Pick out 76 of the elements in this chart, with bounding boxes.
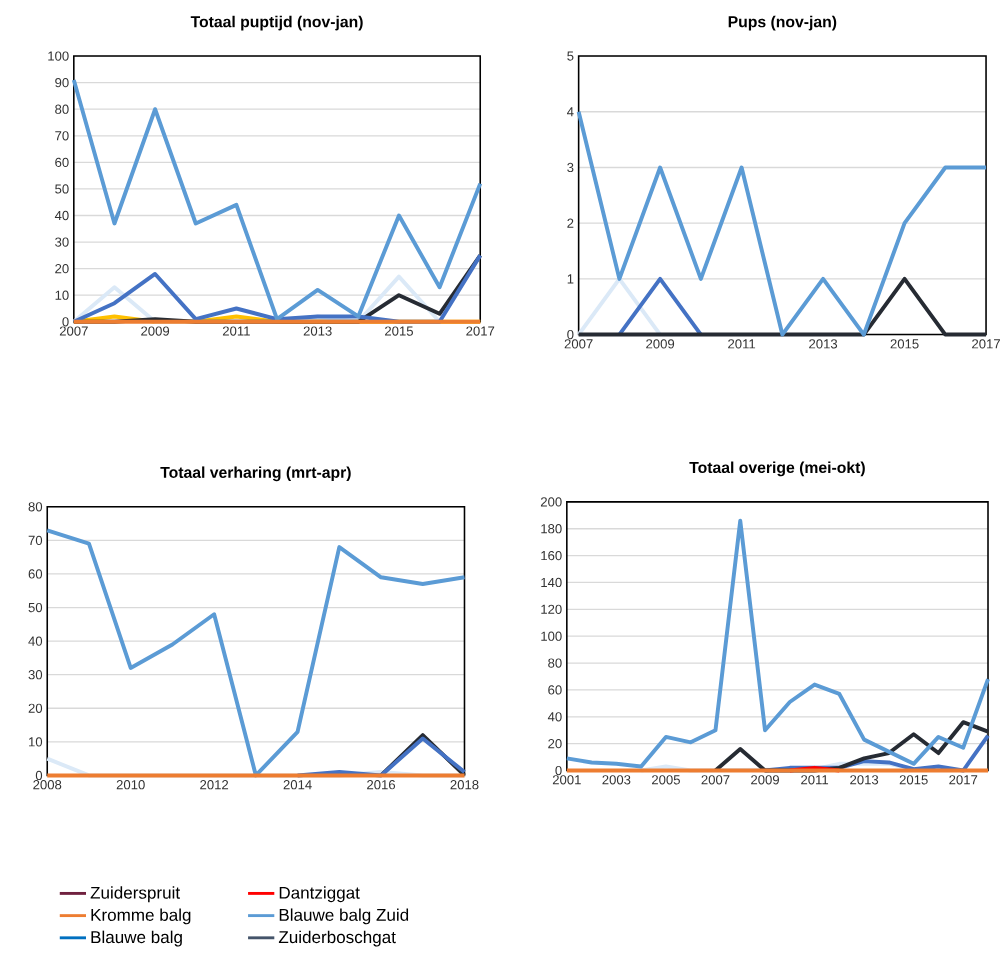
y-tick-label: 20: [548, 738, 562, 749]
y-tick-label: 60: [548, 685, 562, 695]
legend-label: Zuiderboschgat: [278, 930, 396, 947]
legend-label: Zuiderspruit: [90, 886, 180, 903]
y-tick-label: 0: [62, 317, 69, 327]
x-tick-label: 2015: [899, 775, 928, 785]
legend-label: Blauwe balg Zuid: [279, 908, 409, 925]
y-tick-label: 80: [28, 502, 43, 512]
x-tick-label: 2005: [651, 775, 680, 785]
y-tick-label: 160: [541, 550, 562, 561]
x-tick-label: 2017: [972, 339, 1000, 349]
x-tick-label: 2015: [890, 339, 919, 349]
y-tick-label: 40: [547, 712, 562, 722]
y-tick-label: 2: [567, 218, 574, 228]
y-tick-label: 140: [541, 577, 562, 588]
x-tick-label: 2013: [809, 339, 838, 349]
y-tick-label: 40: [54, 210, 69, 221]
x-tick-label: 2017: [466, 326, 495, 336]
x-tick-label: 2008: [33, 779, 62, 790]
x-tick-label: 2003: [602, 775, 631, 785]
x-tick-label: 2013: [850, 775, 879, 785]
y-tick-label: 60: [55, 157, 69, 167]
y-tick-label: 180: [541, 524, 562, 534]
x-tick-label: 2017: [949, 775, 978, 785]
y-tick-label: 80: [55, 104, 69, 114]
y-tick-label: 50: [28, 602, 43, 613]
legend-label: Blauwe balg: [91, 930, 182, 947]
chart-title: Totaal verharing (mrt-apr): [160, 466, 351, 482]
y-tick-label: 70: [55, 131, 69, 141]
x-tick-label: 2018: [450, 779, 479, 790]
y-tick-label: 30: [28, 669, 43, 680]
x-tick-label: 2009: [646, 339, 675, 349]
x-tick-label: 2014: [283, 779, 312, 790]
y-tick-label: 10: [55, 290, 69, 300]
y-tick-label: 20: [55, 263, 69, 274]
y-tick-label: 120: [541, 604, 562, 614]
line-series: [71, 77, 483, 321]
x-tick-label: 2011: [222, 326, 250, 336]
x-tick-label: 2009: [751, 775, 780, 785]
y-tick-label: 1: [567, 274, 574, 284]
y-tick-label: 80: [548, 658, 562, 668]
chart-title: Pups (nov-jan): [728, 15, 837, 31]
y-tick-label: 0: [555, 765, 562, 776]
legend-label: Kromme balg: [91, 908, 191, 925]
y-tick-label: 100: [541, 631, 562, 641]
y-tick-label: 100: [48, 51, 69, 61]
x-tick-label: 2013: [303, 326, 332, 336]
x-tick-label: 2007: [59, 326, 88, 336]
y-tick-label: 3: [567, 162, 574, 173]
y-tick-label: 10: [29, 737, 43, 747]
x-tick-label: 2007: [701, 775, 730, 785]
chart-title: Totaal overige (mei-okt): [689, 461, 865, 477]
x-tick-label: 2011: [728, 339, 756, 349]
y-tick-label: 0: [35, 770, 43, 780]
y-tick-label: 0: [567, 329, 574, 340]
y-tick-label: 200: [540, 497, 562, 507]
x-tick-label: 2001: [552, 775, 581, 785]
x-tick-label: 2011: [801, 775, 829, 785]
y-tick-label: 5: [567, 51, 574, 61]
y-tick-label: 4: [567, 107, 574, 117]
y-tick-label: 70: [28, 535, 43, 545]
y-tick-label: 50: [55, 184, 69, 194]
y-tick-label: 20: [28, 703, 43, 713]
legend-label: Dantziggat: [279, 886, 360, 903]
y-tick-label: 90: [55, 77, 69, 88]
x-tick-label: 2007: [564, 339, 593, 349]
x-tick-label: 2016: [367, 779, 396, 790]
chart-title: Totaal puptijd (nov-jan): [190, 15, 363, 31]
x-tick-label: 2015: [385, 326, 413, 336]
y-tick-label: 40: [28, 636, 43, 646]
x-tick-label: 2009: [141, 326, 170, 336]
y-tick-label: 30: [55, 237, 69, 247]
x-tick-label: 2012: [200, 779, 229, 790]
x-tick-label: 2010: [116, 779, 145, 790]
line-series: [576, 109, 989, 337]
y-tick-label: 60: [28, 569, 43, 579]
